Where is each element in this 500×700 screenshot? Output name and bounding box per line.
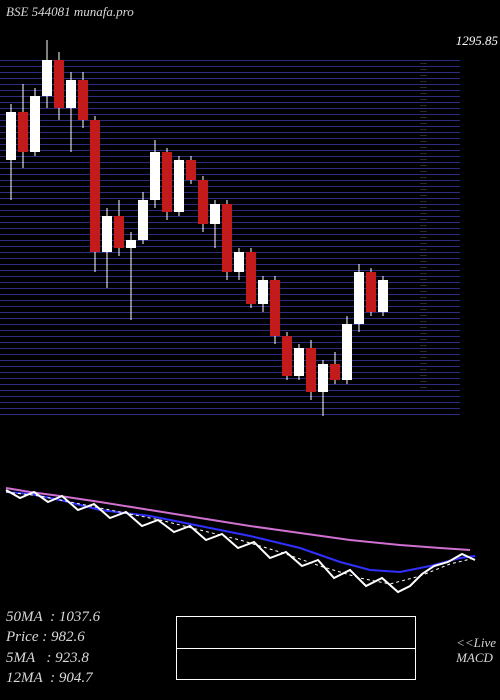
high-price-value: 1295.85 bbox=[456, 33, 498, 48]
stock-code: 544081 bbox=[32, 4, 71, 19]
stat-row: 12MA : 904.7 bbox=[6, 668, 100, 688]
site-label: munafa.pro bbox=[74, 4, 134, 19]
macd-lines bbox=[0, 470, 500, 620]
stat-row: 50MA : 1037.6 bbox=[6, 607, 100, 627]
macd-line-ma12 bbox=[6, 492, 475, 572]
stat-row: 5MA : 923.8 bbox=[6, 648, 100, 668]
side-price-scale: ----------------------------------------… bbox=[420, 62, 458, 392]
macd-line-ma50 bbox=[6, 488, 470, 550]
candles bbox=[0, 40, 460, 440]
live-macd-label: <<Live MACD bbox=[456, 636, 496, 666]
live-arrow: <<Live bbox=[456, 635, 496, 650]
candlestick-panel bbox=[0, 40, 460, 440]
macd-zero-box bbox=[176, 616, 416, 680]
stock-chart: BSE 544081 munafa.pro 1295.85 ----------… bbox=[0, 0, 500, 700]
macd-line-price bbox=[6, 490, 475, 592]
exchange-label: BSE bbox=[6, 4, 28, 19]
stat-row: Price : 982.6 bbox=[6, 627, 100, 647]
macd-text: MACD bbox=[456, 650, 493, 665]
macd-zero-line bbox=[177, 648, 415, 649]
chart-header: BSE 544081 munafa.pro bbox=[6, 4, 134, 20]
macd-panel bbox=[0, 470, 500, 620]
high-price-label: 1295.85 bbox=[456, 34, 498, 47]
stats-block: 50MA : 1037.6Price : 982.65MA : 923.812M… bbox=[6, 607, 100, 688]
